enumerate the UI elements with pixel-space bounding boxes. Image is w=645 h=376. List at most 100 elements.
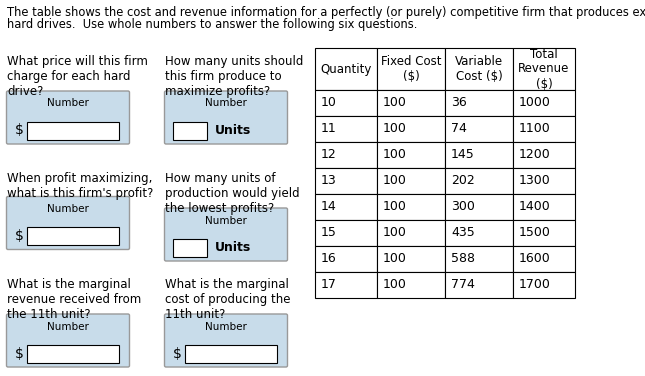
Bar (513, 168, 575, 194)
Bar (377, 220, 445, 246)
Text: 100: 100 (383, 149, 407, 162)
Text: 15: 15 (321, 226, 337, 240)
Text: What is the marginal
revenue received from
the 11th unit?: What is the marginal revenue received fr… (7, 278, 141, 321)
Text: 16: 16 (321, 253, 337, 265)
Text: Quantity: Quantity (321, 62, 372, 76)
Bar (513, 142, 575, 168)
Bar (377, 116, 445, 142)
Bar (445, 116, 513, 142)
Bar (513, 90, 575, 116)
Bar (513, 194, 575, 220)
Bar (315, 246, 377, 272)
Bar (173, 121, 207, 139)
Bar (377, 272, 445, 298)
Text: 11: 11 (321, 123, 337, 135)
Text: $: $ (15, 229, 24, 243)
Text: 100: 100 (383, 279, 407, 291)
Bar (315, 142, 377, 168)
FancyBboxPatch shape (6, 314, 130, 367)
Text: 145: 145 (451, 149, 475, 162)
Text: The table shows the cost and revenue information for a perfectly (or purely) com: The table shows the cost and revenue inf… (7, 6, 645, 19)
Text: 588: 588 (451, 253, 475, 265)
Bar (377, 142, 445, 168)
Bar (315, 168, 377, 194)
Text: 100: 100 (383, 226, 407, 240)
Text: How many units of
production would yield
the lowest profits?: How many units of production would yield… (165, 172, 300, 215)
Text: 1500: 1500 (519, 226, 551, 240)
Bar (445, 142, 513, 168)
Text: Variable
Cost ($): Variable Cost ($) (455, 55, 503, 83)
Bar (445, 48, 513, 90)
Text: 1000: 1000 (519, 97, 551, 109)
Text: What is the marginal
cost of producing the
11th unit?: What is the marginal cost of producing t… (165, 278, 290, 321)
Text: Number: Number (47, 321, 89, 332)
Bar (377, 168, 445, 194)
Text: 12: 12 (321, 149, 337, 162)
Bar (445, 90, 513, 116)
Bar (377, 194, 445, 220)
Text: 1400: 1400 (519, 200, 551, 214)
Text: 100: 100 (383, 200, 407, 214)
Bar (445, 168, 513, 194)
Bar (185, 344, 277, 362)
Bar (513, 246, 575, 272)
Text: 1100: 1100 (519, 123, 551, 135)
Bar (513, 220, 575, 246)
Text: Units: Units (215, 241, 252, 254)
Text: 36: 36 (451, 97, 467, 109)
Text: 14: 14 (321, 200, 337, 214)
FancyBboxPatch shape (164, 91, 288, 144)
Text: 1300: 1300 (519, 174, 551, 188)
Text: hard drives.  Use whole numbers to answer the following six questions.: hard drives. Use whole numbers to answer… (7, 18, 417, 31)
Text: 10: 10 (321, 97, 337, 109)
Text: Fixed Cost
($): Fixed Cost ($) (381, 55, 441, 83)
Text: 774: 774 (451, 279, 475, 291)
Text: 300: 300 (451, 200, 475, 214)
Bar (377, 90, 445, 116)
Bar (27, 121, 119, 139)
FancyBboxPatch shape (6, 91, 130, 144)
Text: $: $ (15, 347, 24, 361)
Text: 100: 100 (383, 253, 407, 265)
Bar (315, 116, 377, 142)
Bar (27, 227, 119, 245)
Text: 100: 100 (383, 97, 407, 109)
Text: 1200: 1200 (519, 149, 551, 162)
Bar (513, 116, 575, 142)
Text: 74: 74 (451, 123, 467, 135)
Text: Number: Number (205, 215, 247, 226)
Text: Units: Units (215, 124, 252, 137)
Text: Number: Number (47, 204, 89, 214)
Bar (315, 48, 377, 90)
Bar (513, 48, 575, 90)
Text: Number: Number (205, 99, 247, 109)
Bar (377, 48, 445, 90)
Text: 1600: 1600 (519, 253, 551, 265)
Text: 202: 202 (451, 174, 475, 188)
Bar (445, 246, 513, 272)
Text: 13: 13 (321, 174, 337, 188)
FancyBboxPatch shape (6, 197, 130, 250)
Bar (315, 194, 377, 220)
Bar (445, 194, 513, 220)
Text: 17: 17 (321, 279, 337, 291)
Text: 100: 100 (383, 174, 407, 188)
Bar (315, 90, 377, 116)
Text: Number: Number (205, 321, 247, 332)
FancyBboxPatch shape (164, 314, 288, 367)
Text: Number: Number (47, 99, 89, 109)
Bar (445, 272, 513, 298)
Bar (377, 246, 445, 272)
Text: $: $ (173, 347, 182, 361)
Text: How many units should
this firm produce to
maximize profits?: How many units should this firm produce … (165, 55, 303, 98)
Text: 100: 100 (383, 123, 407, 135)
Text: Total
Revenue
($): Total Revenue ($) (519, 47, 570, 91)
Text: What price will this firm
charge for each hard
drive?: What price will this firm charge for eac… (7, 55, 148, 98)
Bar (315, 220, 377, 246)
Bar (27, 344, 119, 362)
FancyBboxPatch shape (164, 208, 288, 261)
Bar (315, 272, 377, 298)
Text: 1700: 1700 (519, 279, 551, 291)
Bar (173, 238, 207, 256)
Text: $: $ (15, 123, 24, 138)
